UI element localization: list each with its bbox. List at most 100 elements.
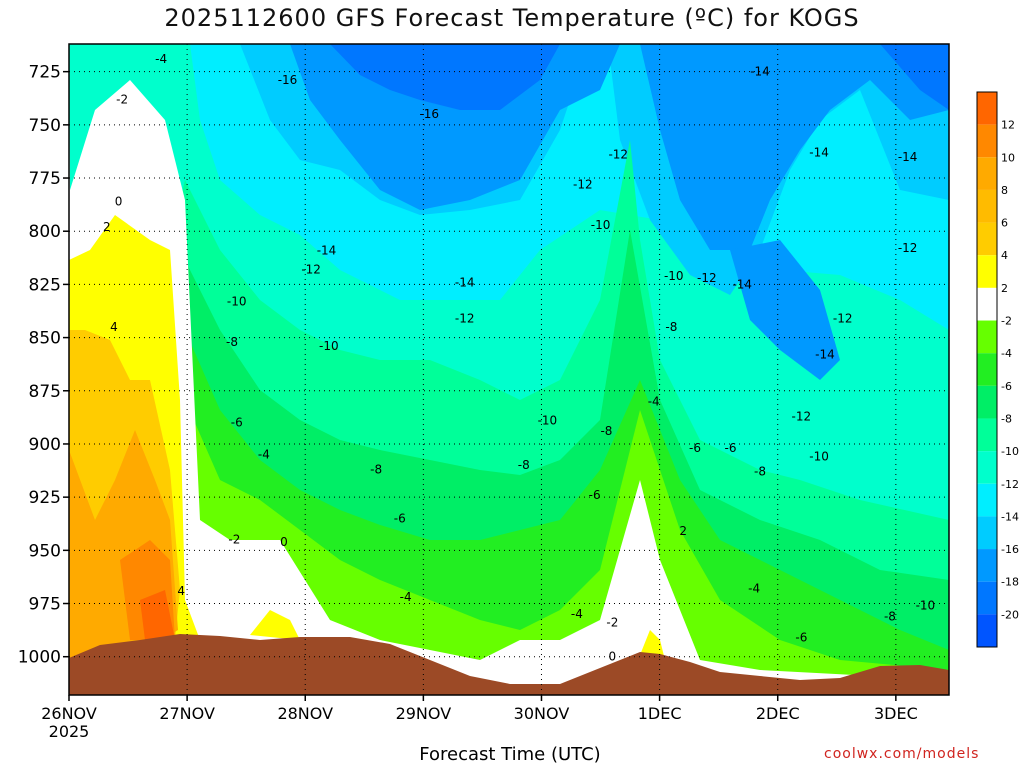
- y-tick-label: 750: [29, 116, 61, 136]
- contour-label: -8: [884, 609, 896, 623]
- contour-label: -16: [419, 107, 439, 121]
- contour-label: -4: [400, 590, 412, 604]
- colorbar-label: -16: [1001, 543, 1019, 556]
- contour-label: 4: [110, 320, 118, 334]
- colorbar-swatch: [977, 451, 997, 484]
- contour-label: -12: [898, 241, 918, 255]
- contour-label: -10: [916, 599, 936, 613]
- y-tick-label: 975: [29, 595, 61, 615]
- contour-label: -6: [231, 416, 243, 430]
- contour-label: -12: [608, 148, 628, 162]
- contour-label: -10: [591, 218, 611, 232]
- x-tick-label: 1DEC: [638, 704, 682, 723]
- colorbar-label: -12: [1001, 478, 1019, 491]
- chart-title: 2025112600 GFS Forecast Temperature (ºC)…: [164, 4, 860, 32]
- contour-label: 0: [609, 650, 617, 664]
- y-tick-label: 850: [29, 329, 61, 349]
- contour-label: 2: [103, 220, 111, 234]
- x-tick-label: 27NOV: [159, 704, 215, 723]
- colorbar-swatch: [977, 287, 997, 321]
- y-tick-label: 800: [29, 222, 61, 242]
- contour-label: -6: [689, 441, 701, 455]
- gridlines: [68, 44, 949, 695]
- contour-label: -4: [155, 52, 167, 66]
- y-tick-label: 725: [29, 63, 61, 83]
- colorbar-swatch: [977, 614, 997, 647]
- contour-label: -8: [226, 335, 238, 349]
- contour-label: -4: [258, 448, 270, 462]
- contour-label: -10: [319, 339, 339, 353]
- contour-label: -2: [116, 92, 128, 106]
- contour-label: -14: [732, 277, 752, 291]
- colorbar-label: -6: [1001, 380, 1012, 393]
- contour-label: -12: [573, 177, 593, 191]
- contour-label: -4: [748, 582, 760, 596]
- colorbar-label: -20: [1001, 608, 1019, 621]
- x-tick-label: 2DEC: [756, 704, 800, 723]
- contour-label: -4: [571, 607, 583, 621]
- colorbar-swatch: [977, 483, 997, 517]
- colorbar-label: 4: [1001, 249, 1008, 262]
- y-tick-label: 825: [29, 275, 61, 295]
- x-tick-label: 26NOV: [41, 704, 97, 723]
- contour-label: -8: [370, 462, 382, 476]
- x-axis-title: Forecast Time (UTC): [419, 744, 601, 765]
- band-minus-18-east: [880, 44, 949, 110]
- contour-label: -2: [228, 533, 240, 547]
- x-tick-label: 30NOV: [514, 704, 570, 723]
- colorbar-swatch: [977, 92, 997, 125]
- contour-label: -14: [809, 146, 829, 160]
- colorbar-label: 8: [1001, 184, 1008, 197]
- colorbar-swatch: [977, 549, 997, 582]
- warm-pocket-1dec: [640, 630, 665, 660]
- colorbar-swatch: [977, 124, 997, 158]
- colorbar-swatch: [977, 157, 997, 190]
- plot-frame: [68, 43, 950, 696]
- colorbar-swatch: [977, 222, 997, 256]
- x-tick-label: 3DEC: [874, 704, 918, 723]
- terrain: [69, 634, 949, 695]
- x-tick-label: 2025: [49, 722, 90, 741]
- x-tick-label: 28NOV: [277, 704, 333, 723]
- band-warm-8: [140, 590, 175, 640]
- contour-label: -6: [724, 441, 736, 455]
- credit-link[interactable]: coolwx.com/models: [824, 746, 980, 762]
- colorbar-label: 2: [1001, 282, 1008, 295]
- colorbar-label: 12: [1001, 119, 1015, 132]
- contour-label: -10: [227, 294, 247, 308]
- y-tick-label: 925: [29, 488, 61, 508]
- contour-label: -12: [301, 263, 321, 277]
- colorbar-swatch: [977, 189, 997, 223]
- colorbar-swatch: [977, 385, 997, 419]
- colorbar-swatch: [977, 418, 997, 452]
- contour-label: -16: [278, 73, 298, 87]
- colorbar-label: 6: [1001, 217, 1008, 230]
- y-tick-label: 1000: [18, 648, 61, 668]
- warm-pocket-28nov: [250, 610, 300, 640]
- y-tick-label: 950: [29, 541, 61, 561]
- contour-label: 4: [177, 584, 185, 598]
- colorbar-label: -2: [1001, 315, 1012, 328]
- colorbar-label: -8: [1001, 412, 1012, 425]
- x-tick-label: 29NOV: [396, 704, 452, 723]
- y-tick-label: 775: [29, 169, 61, 189]
- contour-label: -12: [792, 409, 812, 423]
- contour-label: -10: [664, 269, 684, 283]
- y-tick-label: 900: [29, 435, 61, 455]
- colorbar-swatch: [977, 353, 997, 386]
- contour-labels: -4 -2 0 2 4 -16 -16 -14 -12 -14 -12 -10 -8 -10 -6 -4 -8 -…: [103, 52, 935, 664]
- contour-label: -4: [648, 394, 660, 408]
- band-minus-16: [290, 44, 620, 210]
- colorbar-legend: 12 10 8 6 4 2 -2 -4 -6 -8 -10 -12 -14 -16 -18 -20: [976, 91, 1019, 648]
- contour-label: -10: [809, 450, 829, 464]
- contour-label: -14: [317, 243, 337, 257]
- colorbar-label: 10: [1001, 151, 1015, 164]
- contour-label: -12: [697, 271, 717, 285]
- contour-label: 2: [679, 524, 687, 538]
- contour-label: -14: [815, 348, 835, 362]
- contour-label: -6: [795, 631, 807, 645]
- contour-label: -12: [833, 311, 853, 325]
- colorbar-swatch: [977, 255, 997, 288]
- contour-label: -8: [518, 458, 530, 472]
